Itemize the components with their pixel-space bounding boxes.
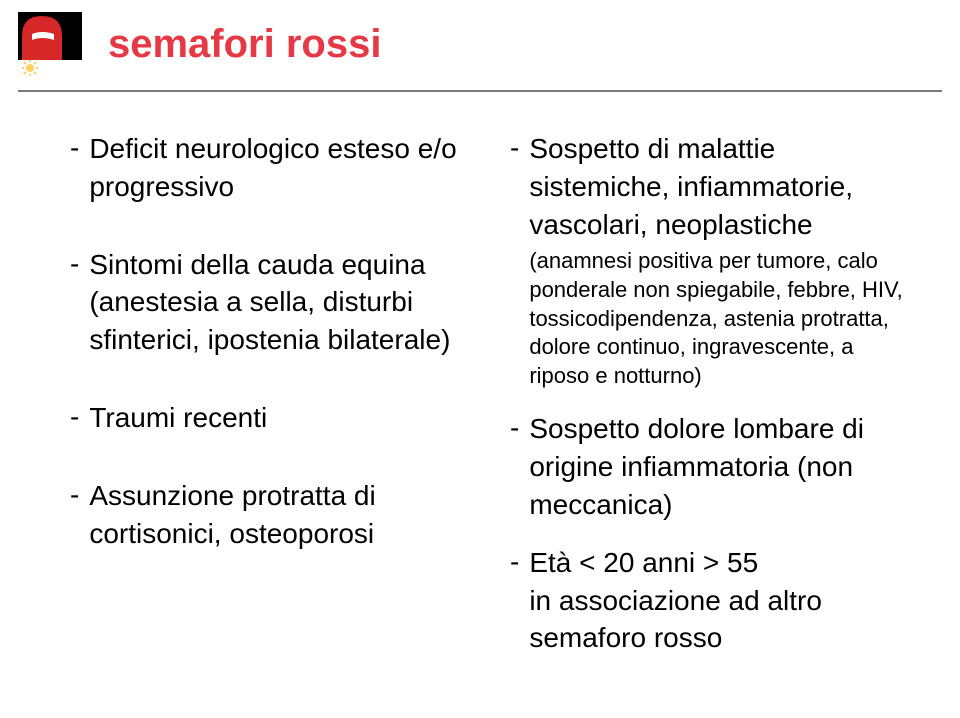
list-item: - Età < 20 anni > 55 in associazione ad …	[510, 544, 910, 657]
list-text: Deficit neurologico esteso e/o progressi…	[89, 130, 470, 206]
list-item: - Sospetto dolore lombare di origine inf…	[510, 410, 910, 523]
bullet-icon: -	[70, 477, 79, 513]
list-text: Sintomi della cauda equina (anestesia a …	[89, 246, 470, 359]
list-item: - Deficit neurologico esteso e/o progres…	[70, 130, 470, 206]
right-column: - Sospetto di malattie sistemiche, infia…	[510, 130, 910, 677]
list-item: - Traumi recenti	[70, 399, 470, 437]
list-item: - Sintomi della cauda equina (anestesia …	[70, 246, 470, 359]
bullet-icon: -	[70, 399, 79, 435]
list-text: Traumi recenti	[89, 399, 267, 437]
content-columns: - Deficit neurologico esteso e/o progres…	[70, 130, 910, 677]
list-text: Sospetto di malattie sistemiche, infiamm…	[529, 130, 910, 243]
bullet-icon: -	[70, 246, 79, 282]
logo-icon	[18, 12, 82, 76]
bullet-icon: -	[510, 130, 519, 166]
bullet-icon: -	[510, 410, 519, 446]
left-column: - Deficit neurologico esteso e/o progres…	[70, 130, 470, 677]
list-item: - Sospetto di malattie sistemiche, infia…	[510, 130, 910, 390]
divider	[18, 90, 942, 92]
bullet-icon: -	[510, 544, 519, 580]
list-text: Età < 20 anni > 55 in associazione ad al…	[529, 544, 910, 657]
list-text: Assunzione protratta di cortisonici, ost…	[89, 477, 470, 553]
bullet-icon: -	[70, 130, 79, 166]
list-item: - Assunzione protratta di cortisonici, o…	[70, 477, 470, 553]
slide-title: semafori rossi	[108, 22, 381, 67]
list-subtext: (anamnesi positiva per tumore, calo pond…	[529, 247, 910, 390]
list-text: Sospetto dolore lombare di origine infia…	[529, 410, 910, 523]
